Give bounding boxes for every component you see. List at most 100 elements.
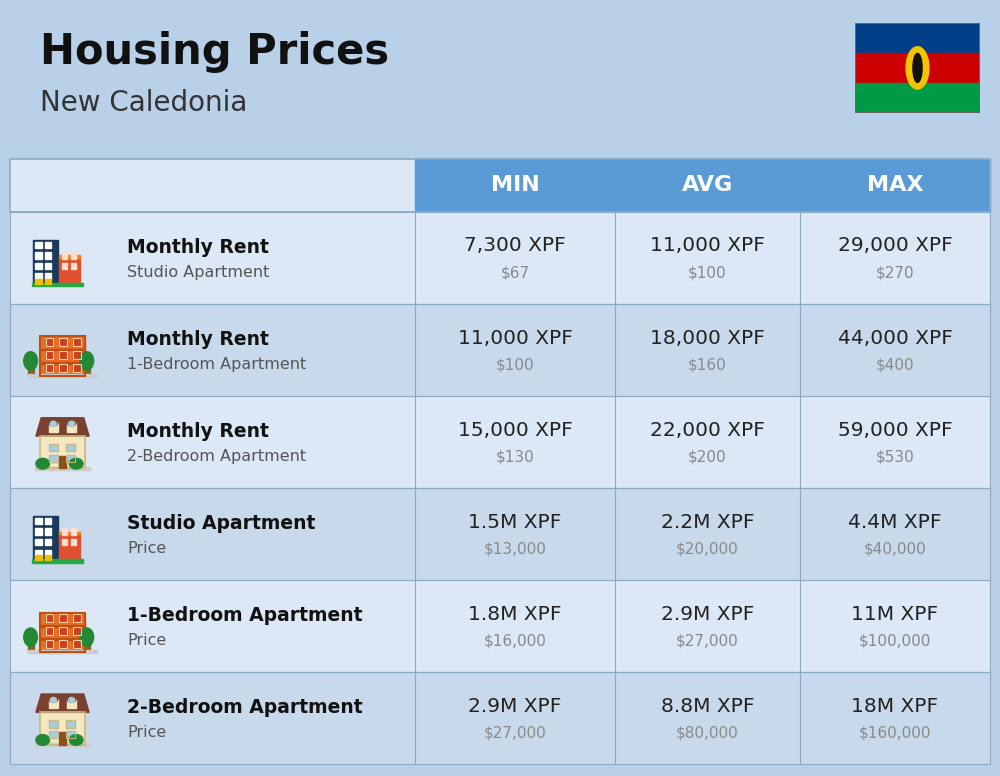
- Bar: [46, 351, 53, 359]
- Bar: [49, 698, 58, 708]
- Bar: [59, 627, 67, 635]
- Bar: [59, 640, 67, 648]
- Bar: [40, 625, 85, 627]
- Bar: [66, 720, 75, 728]
- Bar: [62, 528, 67, 535]
- Text: 18,000 XPF: 18,000 XPF: [650, 328, 765, 348]
- Text: $200: $200: [688, 449, 727, 464]
- Bar: [10, 488, 990, 580]
- Bar: [73, 640, 81, 648]
- Bar: [10, 304, 990, 396]
- Bar: [33, 516, 58, 562]
- Text: AVG: AVG: [682, 175, 733, 196]
- Bar: [73, 364, 81, 372]
- Bar: [40, 436, 85, 468]
- Bar: [40, 612, 85, 653]
- Polygon shape: [36, 417, 89, 436]
- Bar: [45, 528, 51, 535]
- Bar: [59, 456, 66, 468]
- Bar: [62, 262, 67, 269]
- Bar: [28, 365, 34, 376]
- Bar: [35, 279, 42, 284]
- Bar: [84, 641, 90, 653]
- Ellipse shape: [906, 47, 929, 89]
- Text: 18M XPF: 18M XPF: [851, 697, 939, 715]
- Bar: [10, 304, 990, 396]
- Text: Monthly Rent: Monthly Rent: [127, 237, 269, 257]
- Text: 44,000 XPF: 44,000 XPF: [838, 328, 952, 348]
- Bar: [59, 532, 80, 534]
- Bar: [66, 444, 75, 452]
- Bar: [40, 712, 85, 744]
- Bar: [66, 731, 75, 739]
- Text: $270: $270: [876, 265, 914, 280]
- Text: MAX: MAX: [867, 175, 923, 196]
- Bar: [115, 159, 415, 212]
- Bar: [40, 612, 85, 653]
- Bar: [59, 364, 67, 372]
- Bar: [49, 731, 58, 739]
- Text: Monthly Rent: Monthly Rent: [127, 422, 269, 441]
- Text: 11M XPF: 11M XPF: [851, 605, 939, 624]
- Bar: [46, 627, 53, 635]
- Ellipse shape: [24, 352, 37, 370]
- Text: MIN: MIN: [491, 175, 539, 196]
- Bar: [40, 362, 85, 364]
- Text: $27,000: $27,000: [676, 633, 739, 649]
- Bar: [10, 396, 990, 488]
- Bar: [49, 455, 58, 462]
- Ellipse shape: [80, 352, 94, 370]
- Text: $100,000: $100,000: [859, 633, 931, 649]
- Bar: [73, 614, 81, 622]
- Bar: [40, 336, 85, 376]
- Text: Housing Prices: Housing Prices: [40, 31, 389, 73]
- Bar: [66, 720, 75, 728]
- Bar: [615, 159, 800, 212]
- Bar: [59, 338, 67, 345]
- Ellipse shape: [67, 418, 76, 426]
- Text: 59,000 XPF: 59,000 XPF: [838, 421, 952, 439]
- Bar: [73, 614, 81, 622]
- Text: $160: $160: [688, 357, 727, 372]
- Text: 2-Bedroom Apartment: 2-Bedroom Apartment: [127, 449, 306, 464]
- Bar: [59, 364, 67, 372]
- Bar: [59, 351, 67, 359]
- Bar: [28, 374, 97, 377]
- Text: 1.5M XPF: 1.5M XPF: [468, 513, 562, 532]
- Ellipse shape: [69, 459, 83, 469]
- Bar: [40, 336, 85, 376]
- Bar: [10, 672, 990, 764]
- Bar: [49, 731, 58, 739]
- Text: New Caledonia: New Caledonia: [40, 89, 247, 117]
- Ellipse shape: [50, 698, 56, 703]
- Bar: [35, 466, 90, 469]
- Text: 2.2M XPF: 2.2M XPF: [661, 513, 754, 532]
- Text: 1.8M XPF: 1.8M XPF: [468, 605, 562, 624]
- Bar: [33, 240, 58, 286]
- Bar: [46, 640, 53, 648]
- Text: 22,000 XPF: 22,000 XPF: [650, 421, 765, 439]
- Bar: [46, 640, 53, 648]
- Text: $400: $400: [876, 357, 914, 372]
- Bar: [45, 241, 51, 248]
- Ellipse shape: [36, 735, 50, 745]
- Text: $100: $100: [496, 357, 534, 372]
- Text: 1-Bedroom Apartment: 1-Bedroom Apartment: [127, 606, 362, 625]
- Text: Price: Price: [127, 633, 166, 648]
- Bar: [45, 262, 51, 269]
- Bar: [35, 743, 90, 746]
- Bar: [45, 273, 51, 280]
- Bar: [10, 672, 990, 764]
- Bar: [40, 639, 85, 640]
- Bar: [73, 338, 81, 345]
- Ellipse shape: [69, 735, 83, 745]
- Bar: [35, 273, 42, 280]
- Bar: [855, 53, 980, 83]
- Bar: [46, 614, 53, 622]
- Text: Studio Apartment: Studio Apartment: [127, 265, 269, 279]
- Bar: [49, 444, 58, 452]
- Bar: [45, 539, 51, 546]
- Ellipse shape: [36, 459, 50, 469]
- Bar: [59, 627, 67, 635]
- Text: 29,000 XPF: 29,000 XPF: [838, 237, 952, 255]
